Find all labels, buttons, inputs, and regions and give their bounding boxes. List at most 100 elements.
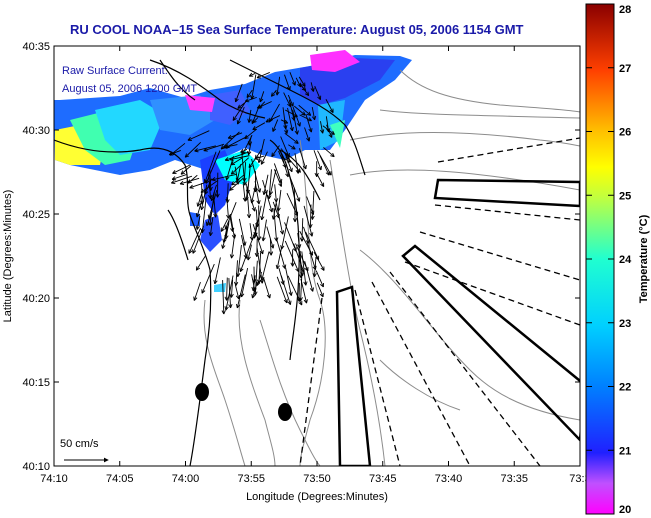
current-vector-head [262, 249, 264, 255]
current-vector [289, 72, 296, 86]
current-vector [280, 119, 288, 124]
y-tick-label: 40:15 [22, 377, 50, 389]
current-vector-head [292, 248, 297, 252]
current-vector-head [196, 226, 200, 230]
current-vector [240, 235, 247, 259]
current-vector-head [238, 294, 241, 299]
current-vector-head [171, 182, 176, 184]
current-vector-head [313, 87, 315, 92]
current-vector-head [250, 95, 253, 100]
current-vector-head [226, 176, 230, 181]
current-vector-head [225, 144, 229, 148]
current-vector [280, 136, 290, 158]
current-vector-head [284, 130, 288, 134]
current-vector [269, 103, 280, 123]
current-vector-head [237, 107, 242, 109]
current-vector-head [309, 252, 313, 256]
current-vector-head [209, 221, 213, 226]
current-vector-head [262, 237, 266, 242]
current-vector-head [299, 168, 301, 173]
current-vector-head [184, 153, 188, 158]
x-tick-label: 73:55 [237, 473, 265, 485]
current-vector-head [221, 310, 225, 315]
current-vector-head [268, 195, 272, 200]
current-vector-head [332, 152, 335, 157]
current-vector [189, 182, 205, 189]
current-vector-head [211, 197, 215, 201]
current-vector-head [288, 168, 293, 173]
current-vector-head [275, 214, 280, 219]
current-vector [241, 267, 249, 298]
current-vector-head [230, 161, 234, 166]
current-vector-head [188, 250, 193, 254]
current-vector-head [292, 126, 294, 131]
current-vector [196, 196, 204, 218]
current-vector-head [309, 288, 314, 292]
current-vector [313, 251, 325, 271]
current-vector-head [197, 203, 201, 207]
current-vector-head [327, 172, 332, 176]
current-vector [273, 169, 282, 187]
current-vector-head [193, 296, 195, 301]
current-vector-head [315, 265, 317, 270]
current-vector-head [307, 91, 310, 96]
current-vector-head [251, 294, 253, 299]
current-vector-head [295, 169, 299, 174]
current-vector-head [194, 150, 199, 153]
marker-point-1 [195, 383, 209, 401]
current-vector [254, 180, 260, 205]
current-vector [262, 180, 273, 213]
current-vector [311, 107, 316, 120]
current-vector-head [244, 196, 247, 201]
current-vector [272, 119, 279, 132]
current-vector-head [251, 236, 255, 241]
current-vector-head [301, 113, 306, 116]
current-vector [252, 122, 266, 130]
current-vector-head [204, 191, 209, 195]
current-vector-head [308, 223, 311, 228]
current-vector [201, 263, 215, 294]
current-vector [208, 171, 212, 199]
current-vector [179, 177, 200, 185]
current-vector [301, 218, 304, 242]
current-vector-head [172, 170, 176, 174]
current-vector-head [225, 235, 229, 240]
current-vector [236, 274, 246, 309]
current-vector-head [223, 147, 228, 149]
current-vector-head [208, 221, 211, 226]
colorbar-tick-label: 24 [619, 254, 632, 266]
current-vector-head [298, 296, 302, 302]
inset-label-1: Raw Surface Current: [62, 65, 168, 77]
current-vector-head [273, 198, 277, 203]
current-vector-head [196, 213, 200, 218]
current-vector [229, 155, 250, 161]
current-vector-head [332, 130, 335, 135]
current-vector [272, 201, 280, 219]
current-vector-head [256, 74, 261, 79]
current-vector [285, 267, 292, 296]
current-vector [283, 92, 291, 107]
map-area [54, 46, 580, 466]
current-vector [187, 130, 210, 141]
current-vector-head [296, 130, 299, 135]
map-title: RU COOL NOAA–15 Sea Surface Temperature:… [70, 22, 524, 37]
current-vector-head [259, 97, 261, 102]
current-vector-head [252, 294, 256, 299]
current-vector-head [213, 279, 216, 284]
current-vector [204, 151, 217, 183]
current-vector [225, 135, 248, 149]
current-vector [171, 174, 187, 180]
current-vector [298, 83, 307, 91]
current-vector-head [193, 297, 198, 301]
current-vector-head [256, 282, 261, 286]
current-vector [303, 226, 310, 244]
current-vector-head [220, 145, 224, 150]
current-vector [323, 147, 335, 158]
current-vector-head [229, 186, 232, 191]
current-vector-head [312, 287, 314, 292]
current-vector [204, 178, 213, 195]
current-vector-head [294, 113, 298, 117]
x-tick-label: 73:40 [435, 473, 463, 485]
current-vector-head [208, 215, 212, 219]
